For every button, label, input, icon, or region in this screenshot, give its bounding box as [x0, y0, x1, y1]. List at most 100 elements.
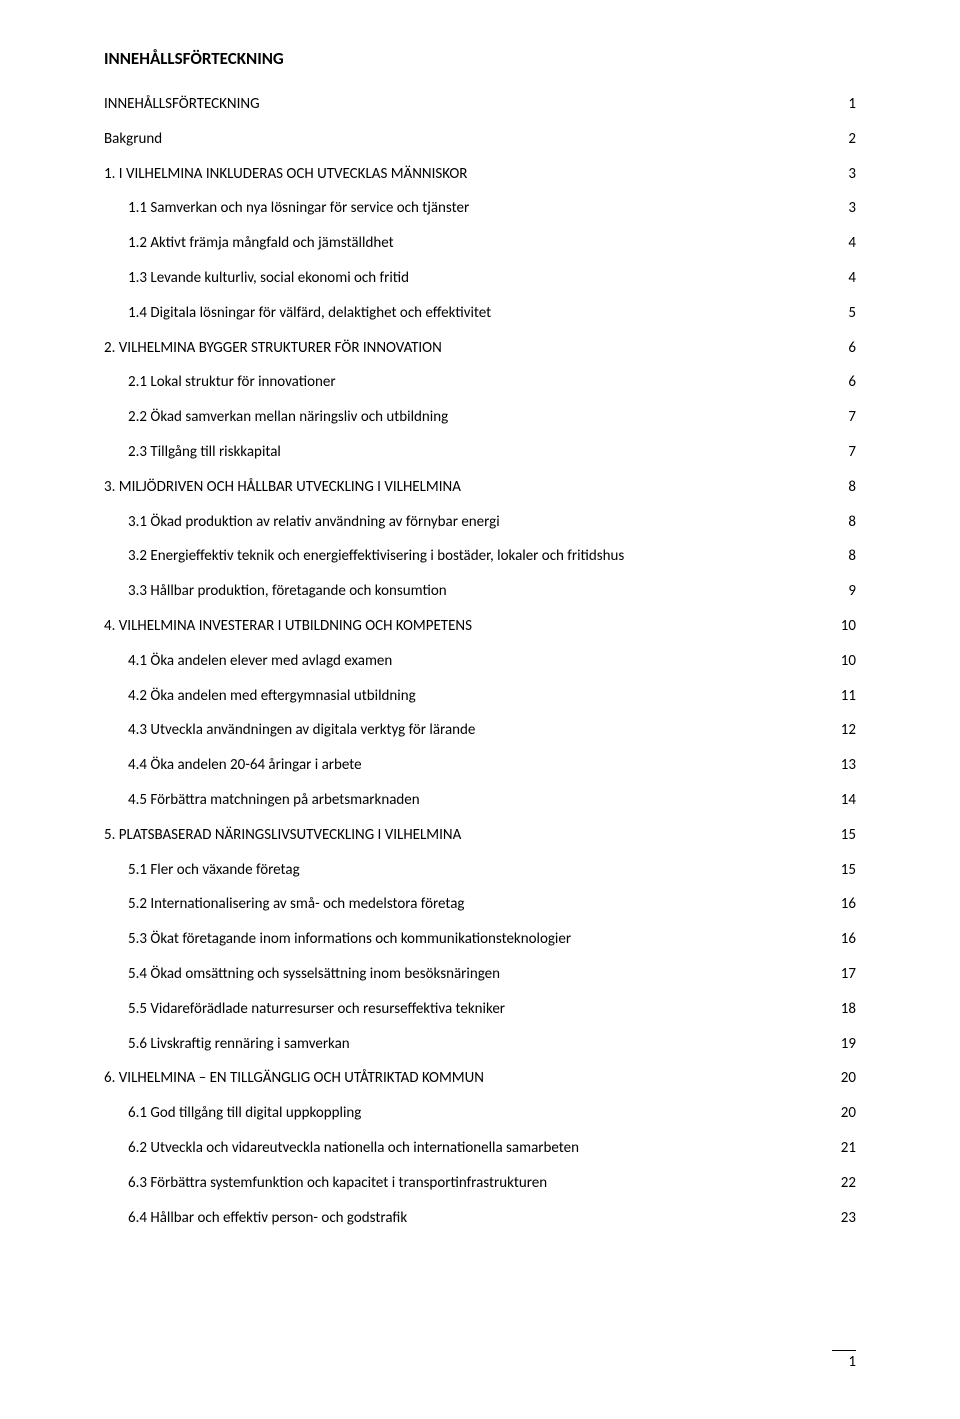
toc-entry[interactable]: Bakgrund 2 — [104, 130, 856, 150]
toc-entry-page: 13 — [836, 756, 856, 776]
toc-entry-page: 22 — [836, 1174, 856, 1194]
toc-entry[interactable]: 5.3 Ökat företagande inom informations o… — [104, 930, 856, 950]
toc-entry-label: 4.2 Öka andelen med eftergymnasial utbil… — [104, 687, 416, 707]
toc-entry-page: 6 — [836, 339, 856, 359]
toc-entry-label: 5.5 Vidareförädlade naturresurser och re… — [104, 1000, 505, 1020]
toc-entry[interactable]: 4.1 Öka andelen elever med avlagd examen… — [104, 652, 856, 672]
toc-entry-label: 1. I VILHELMINA INKLUDERAS OCH UTVECKLAS… — [104, 165, 467, 185]
toc-entry-label: 5.4 Ökad omsättning och sysselsättning i… — [104, 965, 500, 985]
toc-entry-label: 1.2 Aktivt främja mångfald och jämställd… — [104, 234, 394, 254]
toc-entry-label: 4. VILHELMINA INVESTERAR I UTBILDNING OC… — [104, 617, 472, 637]
toc-entry[interactable]: 2.1 Lokal struktur för innovationer 6 — [104, 373, 856, 393]
toc-entry-label: 1.4 Digitala lösningar för välfärd, dela… — [104, 304, 491, 324]
toc-entry[interactable]: 6.4 Hållbar och effektiv person- och god… — [104, 1209, 856, 1229]
toc-entry-label: 5.6 Livskraftig rennäring i samverkan — [104, 1035, 350, 1055]
toc-entry[interactable]: 4.3 Utveckla användningen av digitala ve… — [104, 721, 856, 741]
toc-entry-label: 3.2 Energieffektiv teknik och energieffe… — [104, 547, 624, 567]
toc-entry[interactable]: 1.4 Digitala lösningar för välfärd, dela… — [104, 304, 856, 324]
toc-entry-page: 19 — [836, 1035, 856, 1055]
toc-entry-page: 4 — [836, 269, 856, 289]
toc-entry[interactable]: 4.5 Förbättra matchningen på arbetsmarkn… — [104, 791, 856, 811]
toc-entry[interactable]: 2.3 Tillgång till riskkapital7 — [104, 443, 856, 463]
toc-entry-label: 5.1 Fler och växande företag — [104, 861, 300, 881]
toc-entry-label: 6. VILHELMINA – EN TILLGÄNGLIG OCH UTÅTR… — [104, 1069, 484, 1089]
toc-entry-page: 11 — [836, 687, 856, 707]
toc-entry[interactable]: 6.2 Utveckla och vidareutveckla nationel… — [104, 1139, 856, 1159]
toc-entry-page: 8 — [836, 513, 856, 533]
toc-entry-label: 6.2 Utveckla och vidareutveckla nationel… — [104, 1139, 579, 1159]
toc-entry-page: 7 — [836, 408, 856, 428]
toc-entry-page: 14 — [836, 791, 856, 811]
toc-entry[interactable]: 4. VILHELMINA INVESTERAR I UTBILDNING OC… — [104, 617, 856, 637]
toc-entry-page: 12 — [836, 721, 856, 741]
toc-entry-page: 15 — [836, 861, 856, 881]
toc-entry[interactable]: 5. PLATSBASERAD NÄRINGSLIVSUTVECKLING I … — [104, 826, 856, 846]
page-title: INNEHÅLLSFÖRTECKNING — [104, 48, 856, 69]
toc-entry-page: 3 — [836, 165, 856, 185]
toc-entry-page: 10 — [836, 652, 856, 672]
toc-entry-page: 3 — [836, 199, 856, 219]
toc-entry[interactable]: INNEHÅLLSFÖRTECKNING 1 — [104, 95, 856, 115]
toc-entry-page: 6 — [836, 373, 856, 393]
toc-entry-label: 5. PLATSBASERAD NÄRINGSLIVSUTVECKLING I … — [104, 826, 461, 846]
toc-entry-page: 8 — [836, 478, 856, 498]
toc-entry-page: 18 — [836, 1000, 856, 1020]
toc-entry-label: 5.2 Internationalisering av små- och med… — [104, 895, 464, 915]
toc-entry-label: 2.3 Tillgång till riskkapital — [104, 443, 281, 463]
toc-entry-label: 3.3 Hållbar produktion, företagande och … — [104, 582, 447, 602]
toc-entry-label: 1.3 Levande kulturliv, social ekonomi oc… — [104, 269, 409, 289]
toc-entry[interactable]: 6.3 Förbättra systemfunktion och kapacit… — [104, 1174, 856, 1194]
toc-entry-label: 2.2 Ökad samverkan mellan näringsliv och… — [104, 408, 448, 428]
toc-entry-page: 15 — [836, 826, 856, 846]
toc-entry-label: Bakgrund — [104, 130, 162, 150]
toc-entry-page: 21 — [836, 1139, 856, 1159]
toc-entry-page: 9 — [836, 582, 856, 602]
toc-entry-page: 16 — [836, 930, 856, 950]
toc-entry-page: 5 — [836, 304, 856, 324]
toc-entry-page: 16 — [836, 895, 856, 915]
toc-entry-label: 2.1 Lokal struktur för innovationer — [104, 373, 336, 393]
toc-entry-label: 2. VILHELMINA BYGGER STRUKTURER FÖR INNO… — [104, 339, 442, 359]
toc-entry-label: 3. MILJÖDRIVEN OCH HÅLLBAR UTVECKLING I … — [104, 478, 461, 498]
toc-entry-page: 20 — [836, 1104, 856, 1124]
toc-entry-label: 4.4 Öka andelen 20-64 åringar i arbete — [104, 756, 362, 776]
toc-entry[interactable]: 1.1 Samverkan och nya lösningar för serv… — [104, 199, 856, 219]
toc-entry[interactable]: 3.1 Ökad produktion av relativ användnin… — [104, 513, 856, 533]
toc-entry-page: 17 — [836, 965, 856, 985]
toc-entry[interactable]: 1.3 Levande kulturliv, social ekonomi oc… — [104, 269, 856, 289]
toc-entry[interactable]: 6. VILHELMINA – EN TILLGÄNGLIG OCH UTÅTR… — [104, 1069, 856, 1089]
toc-entry[interactable]: 5.6 Livskraftig rennäring i samverkan 19 — [104, 1035, 856, 1055]
toc-entry-page: 2 — [836, 130, 856, 150]
toc-entry-label: 3.1 Ökad produktion av relativ användnin… — [104, 513, 500, 533]
toc-entry[interactable]: 3.3 Hållbar produktion, företagande och … — [104, 582, 856, 602]
toc-entry-label: 4.3 Utveckla användningen av digitala ve… — [104, 721, 475, 741]
toc-entry-page: 10 — [836, 617, 856, 637]
toc-entry[interactable]: 3.2 Energieffektiv teknik och energieffe… — [104, 547, 856, 567]
toc-entry[interactable]: 3. MILJÖDRIVEN OCH HÅLLBAR UTVECKLING I … — [104, 478, 856, 498]
toc-entry-label: 5.3 Ökat företagande inom informations o… — [104, 930, 571, 950]
toc-entry-label: 6.1 God tillgång till digital uppkopplin… — [104, 1104, 361, 1124]
toc-entry-label: INNEHÅLLSFÖRTECKNING — [104, 95, 260, 115]
toc-entry[interactable]: 4.2 Öka andelen med eftergymnasial utbil… — [104, 687, 856, 707]
toc-entry-label: 6.3 Förbättra systemfunktion och kapacit… — [104, 1174, 547, 1194]
toc-entry[interactable]: 2.2 Ökad samverkan mellan näringsliv och… — [104, 408, 856, 428]
toc-entry-page: 23 — [836, 1209, 856, 1229]
toc-entry[interactable]: 5.1 Fler och växande företag 15 — [104, 861, 856, 881]
toc-entry-label: 1.1 Samverkan och nya lösningar för serv… — [104, 199, 469, 219]
toc-entry[interactable]: 1.2 Aktivt främja mångfald och jämställd… — [104, 234, 856, 254]
toc-entry[interactable]: 4.4 Öka andelen 20-64 åringar i arbete 13 — [104, 756, 856, 776]
toc-entry-label: 4.5 Förbättra matchningen på arbetsmarkn… — [104, 791, 420, 811]
toc-entry[interactable]: 5.5 Vidareförädlade naturresurser och re… — [104, 1000, 856, 1020]
page-number: 1 — [832, 1350, 856, 1371]
toc-entry[interactable]: 2. VILHELMINA BYGGER STRUKTURER FÖR INNO… — [104, 339, 856, 359]
toc-entry-page: 20 — [836, 1069, 856, 1089]
toc-entry-page: 4 — [836, 234, 856, 254]
toc-entry[interactable]: 5.2 Internationalisering av små- och med… — [104, 895, 856, 915]
toc-entry-page: 8 — [836, 547, 856, 567]
toc-entry[interactable]: 5.4 Ökad omsättning och sysselsättning i… — [104, 965, 856, 985]
toc-entry[interactable]: 1. I VILHELMINA INKLUDERAS OCH UTVECKLAS… — [104, 165, 856, 185]
toc-entry-page: 1 — [836, 95, 856, 115]
toc-entry[interactable]: 6.1 God tillgång till digital uppkopplin… — [104, 1104, 856, 1124]
table-of-contents: INNEHÅLLSFÖRTECKNING 1 Bakgrund 2 1. I VILHE… — [104, 95, 856, 1228]
toc-entry-label: 6.4 Hållbar och effektiv person- och god… — [104, 1209, 407, 1229]
